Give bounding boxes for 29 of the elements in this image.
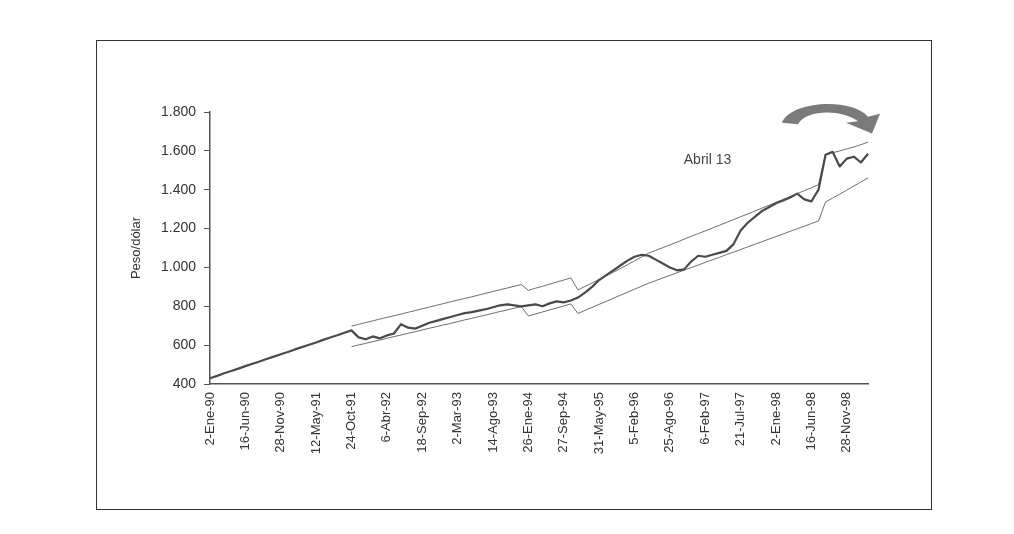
x-tick-label: 6-Abr-92: [378, 392, 394, 443]
x-tick-label: 28-Nov-98: [838, 392, 854, 453]
x-tick-label: 16-Jun-98: [802, 392, 818, 451]
x-tick-label: 28-Nov-90: [272, 392, 288, 453]
y-tick-label: 1.400: [160, 180, 197, 197]
x-tick-label: 27-Sep-94: [555, 392, 571, 453]
y-axis-title: Peso/dólar: [128, 216, 144, 280]
x-tick-label: 18-Sep-92: [413, 392, 429, 453]
annotation: Abril 13: [683, 151, 732, 167]
x-tick-label: 26-Ene-94: [519, 392, 535, 453]
x-tick-label: 2-Ene-90: [201, 392, 217, 446]
y-tick-label: 400: [172, 374, 197, 391]
x-tick-label: 31-May-95: [590, 392, 606, 455]
x-tick-label: 24-Oct-91: [343, 392, 359, 450]
x-tick-label: 25-Ago-96: [661, 392, 677, 453]
x-tick-label: 5-Feb-96: [626, 392, 642, 445]
y-tick-label: 1.800: [160, 102, 197, 119]
y-tick-label: 600: [172, 336, 197, 352]
x-tick-label: 21-Jul-97: [732, 392, 748, 447]
x-tick-label: 14-Ago-93: [484, 392, 500, 453]
x-tick-label: 2-Mar-93: [449, 392, 465, 445]
x-tick-label: 6-Feb-97: [696, 392, 712, 445]
y-tick-label: 1.000: [160, 258, 197, 275]
x-tick-label: 12-May-91: [307, 392, 323, 455]
x-tick-label: 2-Ene-98: [767, 392, 783, 446]
y-tick-label: 800: [172, 297, 197, 314]
y-tick-label: 1.200: [160, 219, 197, 236]
x-tick-label: 16-Jun-90: [236, 392, 252, 451]
y-tick-label: 1.600: [160, 141, 197, 158]
